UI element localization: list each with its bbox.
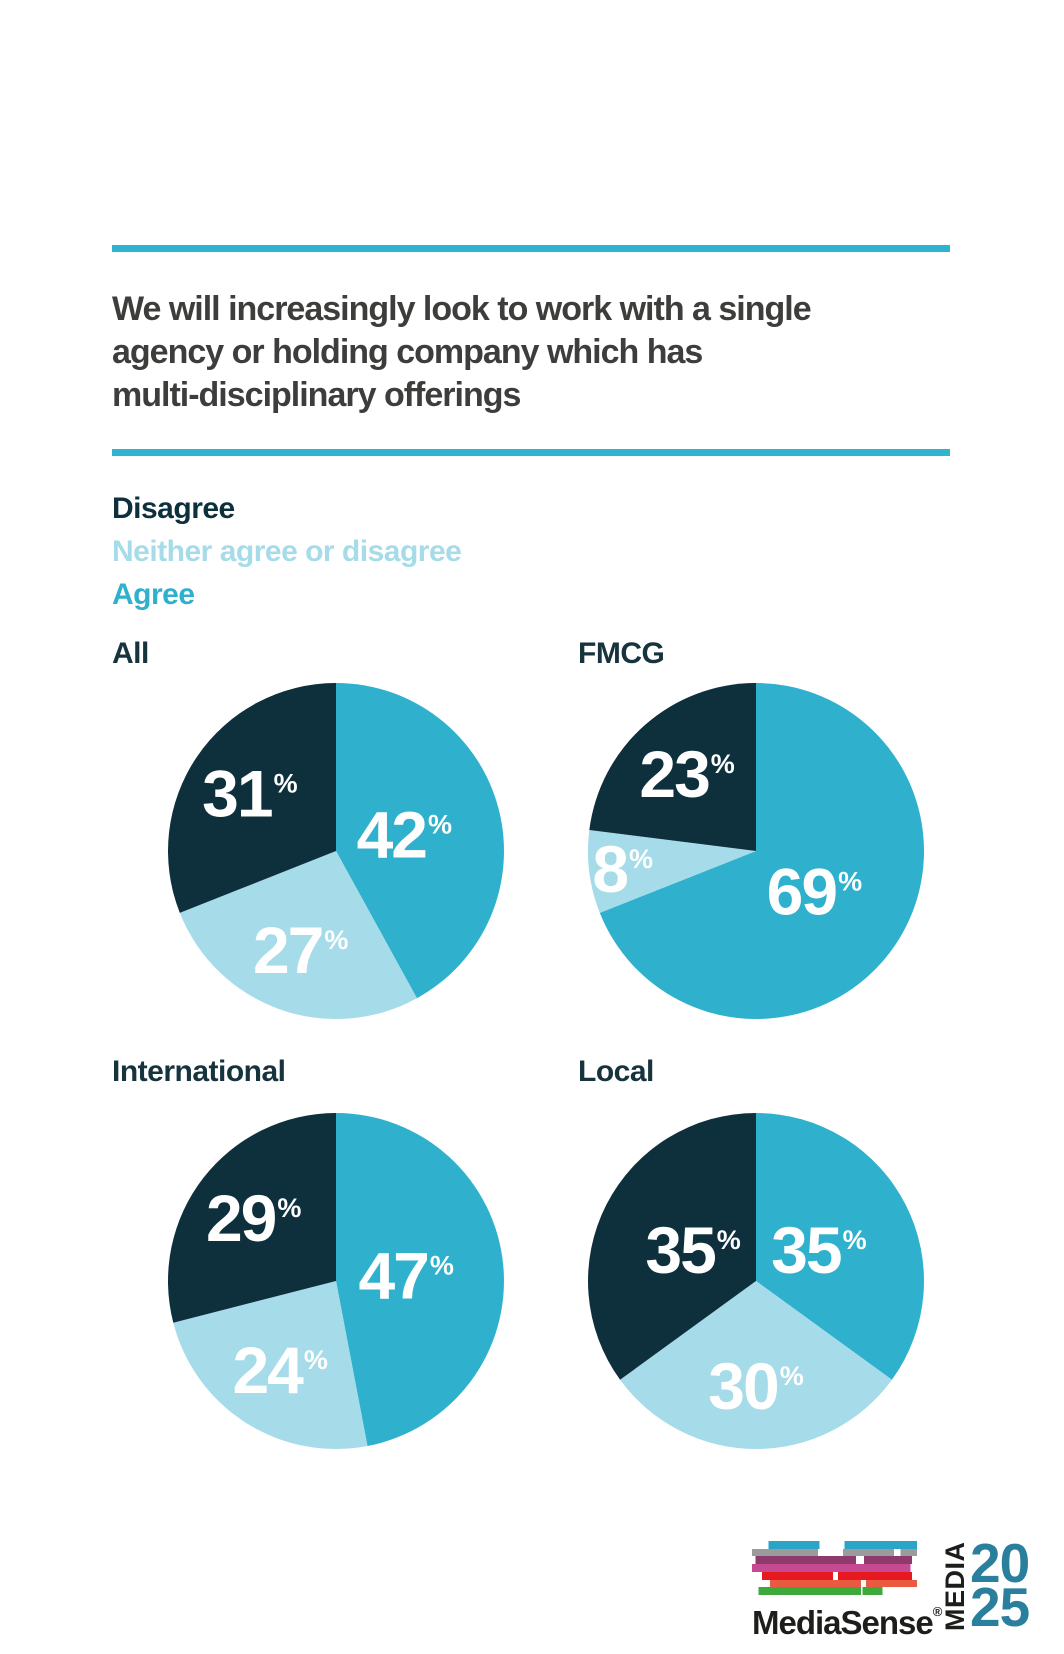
- page-title: We will increasingly look to work with a…: [112, 288, 812, 417]
- registered-mark-icon: ®: [932, 1604, 943, 1619]
- legend: Disagree Neither agree or disagree Agree: [112, 487, 462, 616]
- pie-value-label: 8%: [592, 832, 653, 906]
- pie-slice: [588, 1113, 756, 1380]
- pie-value-label: 30%: [708, 1349, 803, 1423]
- chart-title-international: International: [112, 1055, 286, 1088]
- pie-chart-fmcg: 69% 8% 23%: [588, 683, 924, 1019]
- pie-chart-all: 42%27% 31%: [168, 683, 504, 1019]
- chart-title-fmcg: FMCG: [578, 637, 665, 670]
- pie-value-label: 42%: [357, 798, 452, 872]
- pie-value-label: 29%: [206, 1181, 301, 1255]
- title-line-1: We will increasingly look to work with a…: [112, 290, 812, 328]
- media-vertical-label: MEDIA: [940, 1541, 970, 1632]
- year-bottom: 25: [970, 1576, 1030, 1638]
- mediasense-wordmark: MediaSense®: [752, 1604, 942, 1642]
- pie-value-label: 31%: [202, 757, 297, 831]
- pie-value-label: 35%: [645, 1213, 740, 1287]
- pie-value-label: 24%: [232, 1333, 327, 1407]
- pie-slice: [168, 1113, 336, 1323]
- title-line-3: multi-disciplinary offerings: [112, 376, 521, 414]
- chart-title-local: Local: [578, 1055, 654, 1088]
- top-divider: [112, 245, 950, 252]
- stripe-row: [752, 1587, 917, 1596]
- pie-slice: [336, 1113, 504, 1447]
- stripe-row: [752, 1556, 917, 1565]
- chart-title-all: All: [112, 637, 149, 670]
- mediasense-logo: MediaSense®: [752, 1541, 942, 1642]
- pie-value-label: 47%: [358, 1238, 453, 1312]
- pie-slice: [589, 683, 756, 851]
- stripe-row: [752, 1579, 917, 1588]
- title-line-2: agency or holding company which has: [112, 333, 703, 371]
- pie-slice: [599, 683, 924, 1019]
- stripe-row: [752, 1564, 917, 1572]
- pie-slice: [756, 1113, 924, 1380]
- stripe-row: [752, 1548, 917, 1557]
- legend-item-disagree: Disagree: [112, 492, 235, 525]
- legend-divider: [112, 449, 950, 456]
- media2025-logo: MEDIA 20 25: [940, 1532, 1030, 1638]
- pie-value-label: 35%: [771, 1213, 866, 1287]
- pie-value-label: 69%: [767, 855, 862, 929]
- pie-chart-local: 35% 30% 35%: [588, 1113, 924, 1449]
- pie-value-label: 27%: [253, 913, 348, 987]
- pie-slice: [588, 829, 756, 913]
- stripe-row: [752, 1541, 917, 1549]
- pie-value-label: 23%: [639, 737, 734, 811]
- pie-slice: [168, 683, 336, 913]
- pie-slice: [179, 851, 417, 1019]
- pie-slice: [336, 683, 504, 999]
- legend-item-agree: Agree: [112, 578, 195, 611]
- year-top: 20: [970, 1532, 1030, 1594]
- legend-item-neither: Neither agree or disagree: [112, 535, 462, 568]
- mediasense-stripes-icon: [752, 1541, 917, 1596]
- pie-slice: [173, 1281, 368, 1449]
- pie-chart-international: 47% 24% 29%: [168, 1113, 504, 1449]
- stripe-row: [752, 1571, 917, 1580]
- pie-slice: [620, 1281, 892, 1449]
- brand-text: MediaSense: [752, 1604, 934, 1641]
